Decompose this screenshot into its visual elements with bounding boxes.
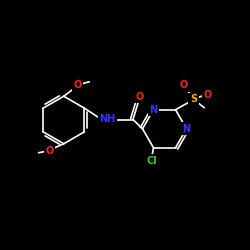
Text: O: O bbox=[136, 92, 143, 102]
Text: S: S bbox=[190, 94, 197, 104]
Text: O: O bbox=[180, 80, 188, 90]
Text: N: N bbox=[182, 124, 190, 134]
Text: N: N bbox=[150, 105, 158, 115]
Text: NH: NH bbox=[100, 114, 116, 124]
Text: Cl: Cl bbox=[146, 156, 157, 166]
Text: O: O bbox=[45, 146, 53, 156]
Text: O: O bbox=[204, 90, 212, 100]
Text: O: O bbox=[73, 80, 82, 90]
